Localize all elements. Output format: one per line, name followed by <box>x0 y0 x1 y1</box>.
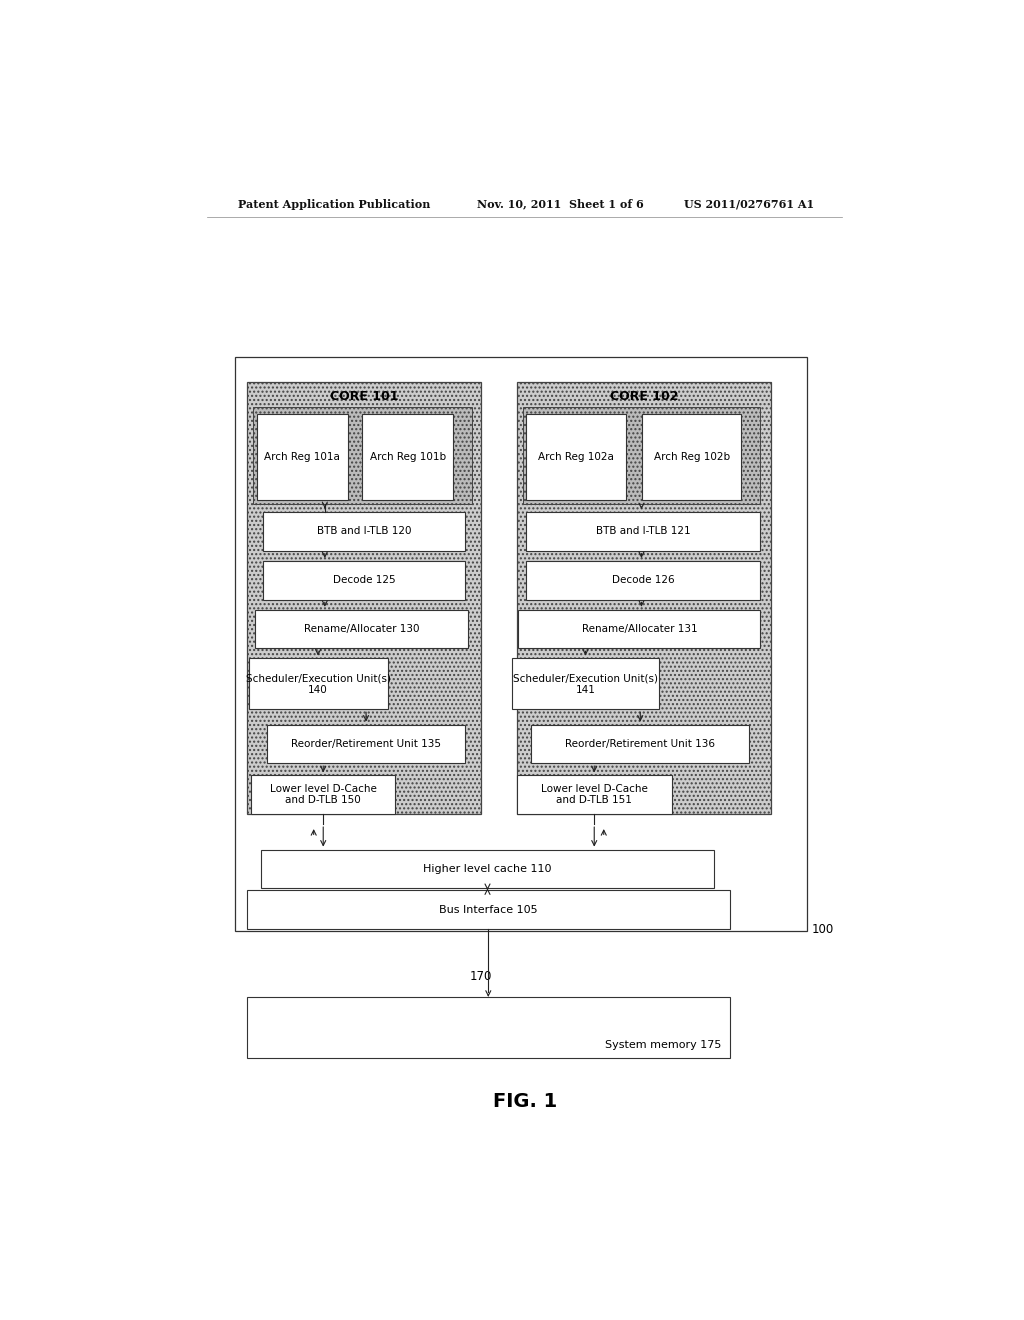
Text: US 2011/0276761 A1: US 2011/0276761 A1 <box>684 198 814 210</box>
Bar <box>261 850 714 888</box>
Text: Scheduler/Execution Unit(s)
141: Scheduler/Execution Unit(s) 141 <box>513 673 658 694</box>
Text: Patent Application Publication: Patent Application Publication <box>238 198 430 210</box>
Text: Decode 125: Decode 125 <box>333 576 395 585</box>
Text: Lower level D-Cache
and D-TLB 150: Lower level D-Cache and D-TLB 150 <box>269 784 377 805</box>
Text: Scheduler/Execution Unit(s)
140: Scheduler/Execution Unit(s) 140 <box>246 673 390 694</box>
Text: Reorder/Retirement Unit 136: Reorder/Retirement Unit 136 <box>565 739 716 748</box>
Bar <box>512 659 658 709</box>
Bar <box>253 408 472 504</box>
Text: Bus Interface 105: Bus Interface 105 <box>439 904 538 915</box>
Bar <box>526 413 626 500</box>
Bar <box>531 725 750 763</box>
Text: Rename/Allocater 130: Rename/Allocater 130 <box>303 624 419 634</box>
Bar <box>236 356 807 931</box>
Bar <box>267 725 465 763</box>
Bar <box>642 413 741 500</box>
Bar <box>255 610 468 648</box>
Bar <box>247 381 481 814</box>
Bar <box>526 512 761 550</box>
Text: Decode 126: Decode 126 <box>612 576 675 585</box>
Text: Nov. 10, 2011  Sheet 1 of 6: Nov. 10, 2011 Sheet 1 of 6 <box>477 198 644 210</box>
Text: BTB and I-TLB 121: BTB and I-TLB 121 <box>596 527 691 536</box>
Text: Rename/Allocater 131: Rename/Allocater 131 <box>582 624 697 634</box>
Text: Arch Reg 102a: Arch Reg 102a <box>538 451 614 462</box>
Text: 170: 170 <box>469 970 492 983</box>
Bar <box>257 413 348 500</box>
Bar <box>518 610 761 648</box>
Text: Reorder/Retirement Unit 135: Reorder/Retirement Unit 135 <box>291 739 441 748</box>
Text: Higher level cache 110: Higher level cache 110 <box>423 863 552 874</box>
Bar <box>517 381 771 814</box>
Bar <box>247 997 729 1057</box>
Text: 100: 100 <box>812 923 835 936</box>
Bar <box>251 775 395 814</box>
Bar <box>523 408 760 504</box>
Bar <box>263 561 465 599</box>
Text: Arch Reg 102b: Arch Reg 102b <box>653 451 730 462</box>
Bar <box>517 775 672 814</box>
Text: Arch Reg 101a: Arch Reg 101a <box>264 451 340 462</box>
Bar <box>526 561 761 599</box>
Text: CORE 101: CORE 101 <box>330 389 398 403</box>
Text: System memory 175: System memory 175 <box>605 1040 722 1049</box>
Bar <box>362 413 454 500</box>
Bar <box>263 512 465 550</box>
Text: FIG. 1: FIG. 1 <box>493 1092 557 1111</box>
Text: BTB and I-TLB 120: BTB and I-TLB 120 <box>316 527 412 536</box>
Text: Lower level D-Cache
and D-TLB 151: Lower level D-Cache and D-TLB 151 <box>541 784 647 805</box>
Bar <box>249 659 387 709</box>
Text: CORE 102: CORE 102 <box>609 389 678 403</box>
Text: Arch Reg 101b: Arch Reg 101b <box>370 451 445 462</box>
Bar <box>247 890 729 929</box>
